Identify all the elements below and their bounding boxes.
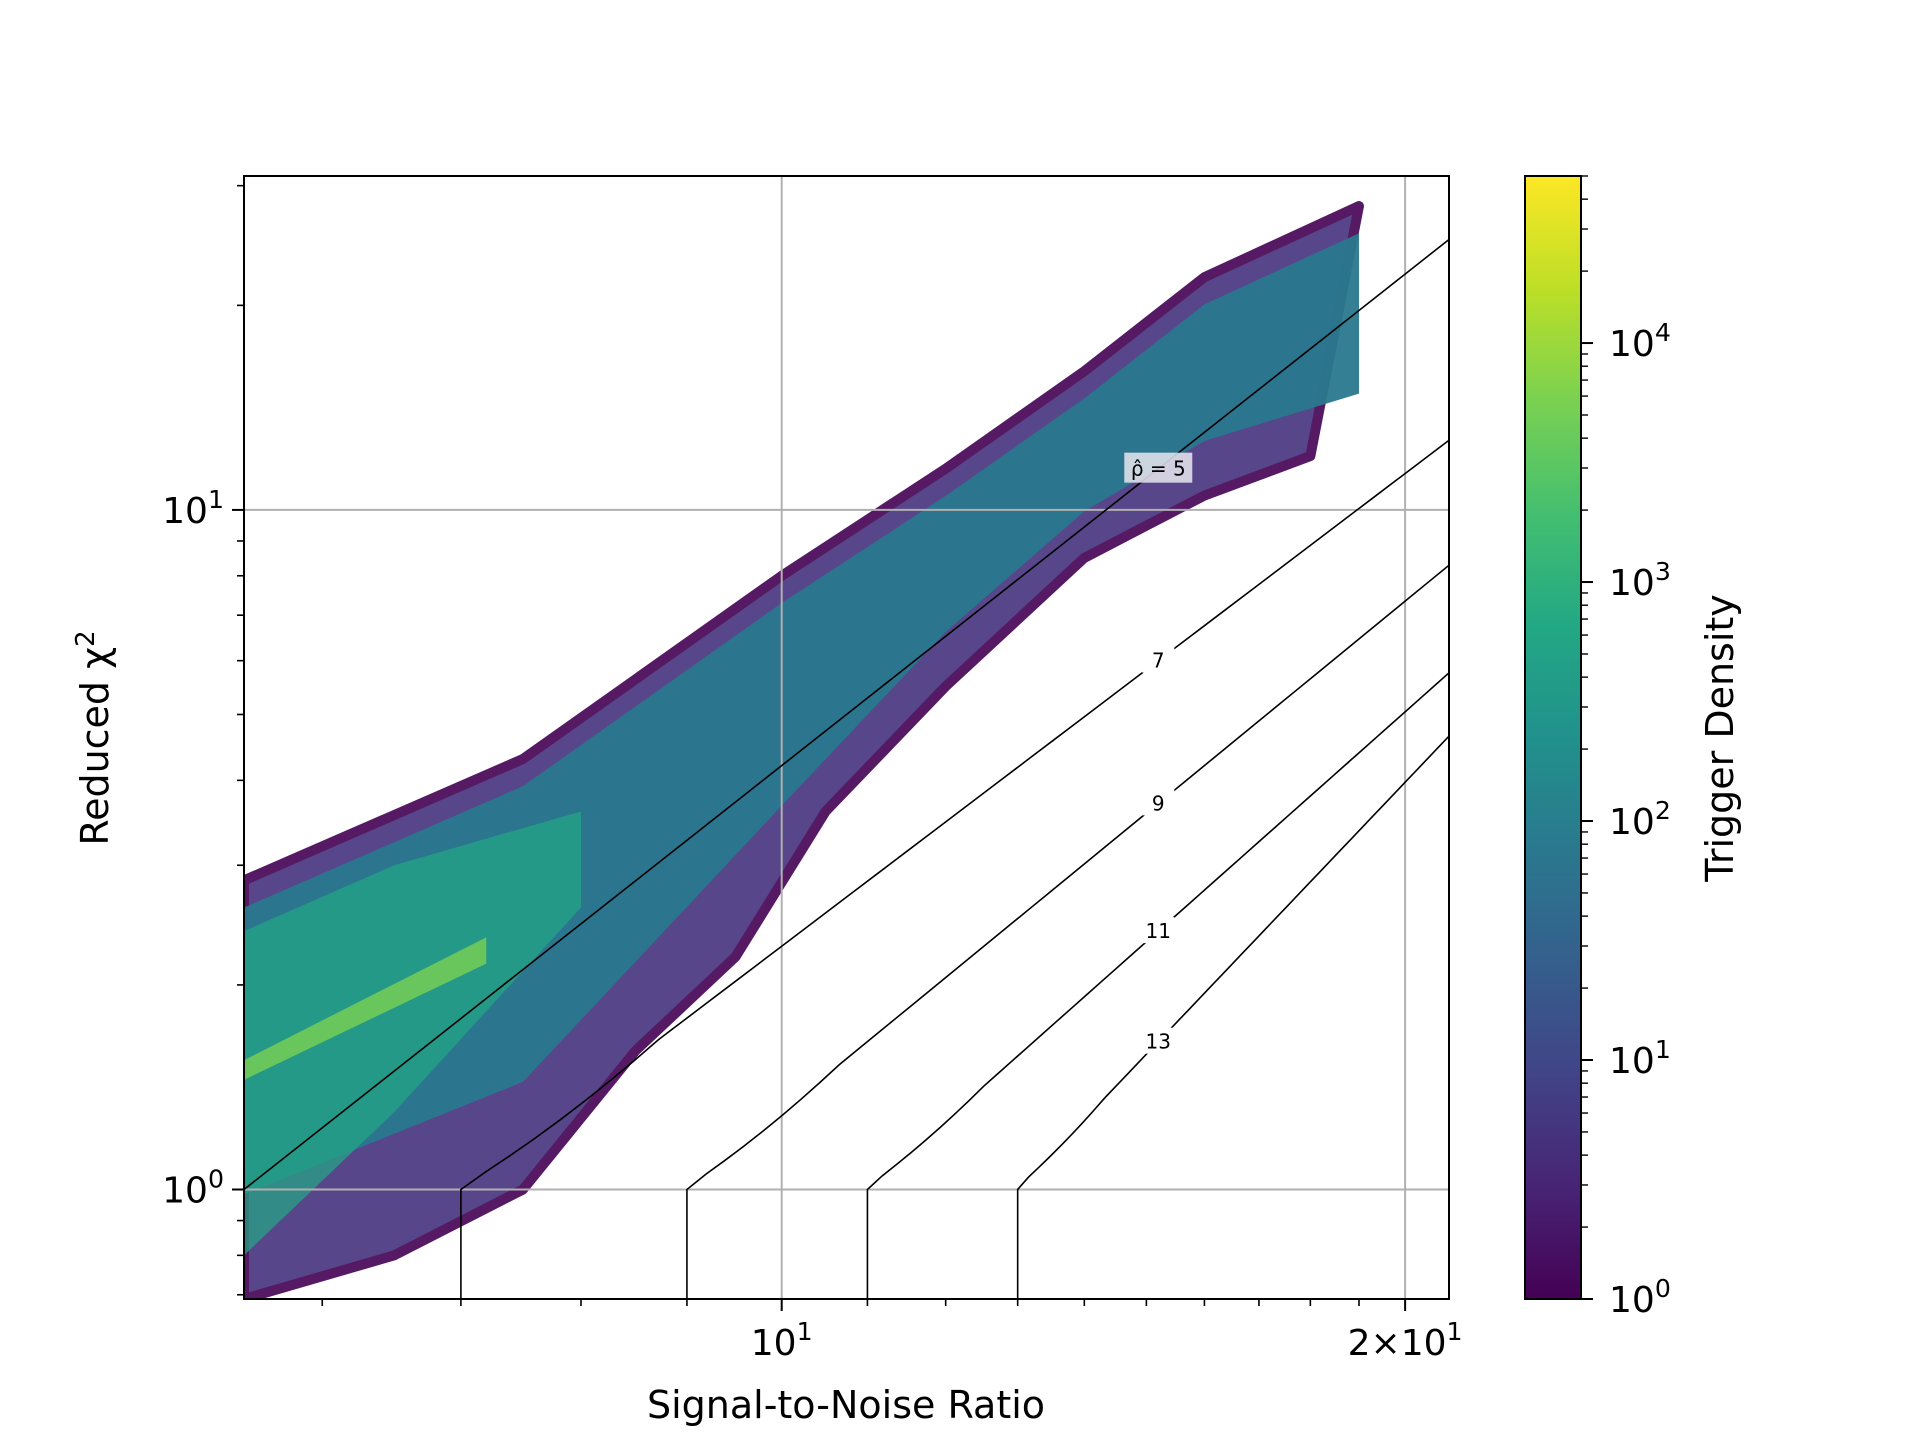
density-peak: [244, 1045, 354, 1299]
contour-lines: [244, 238, 1449, 1299]
contour-label-mask: [1142, 1027, 1175, 1054]
contour-line: [1016, 735, 1449, 1299]
colorbar-tick-label: 102: [1609, 796, 1671, 843]
contour-label-mask: [1142, 789, 1175, 816]
y-tick-label: 101: [162, 485, 224, 532]
x-axis-label: Signal-to-Noise Ratio: [647, 1383, 1045, 1427]
contour-label: 9: [1152, 791, 1165, 815]
x-tick-label: 101: [751, 1317, 813, 1364]
x-tick-label: 2×101: [1348, 1317, 1463, 1364]
contour-label: ρ̂ = 5: [1131, 457, 1186, 481]
contour-label-box: [1124, 452, 1193, 483]
contour-line: [460, 439, 1449, 1299]
colorbar-gradient: [1524, 175, 1582, 1300]
contour-label: 7: [1152, 649, 1165, 673]
colorbar-ticks: 100 101 102 103 104: [1581, 175, 1671, 1321]
contour-line: [244, 238, 1449, 1191]
colorbar-tick-label: 101: [1609, 1035, 1671, 1082]
colorbar-tick-label: 100: [1609, 1274, 1671, 1321]
contour-line: [686, 564, 1449, 1299]
y-axis-label: Reduced χ2: [71, 630, 117, 845]
contour-label: 11: [1146, 919, 1171, 943]
colorbar-label: Trigger Density: [1698, 594, 1742, 883]
contour-label: 13: [1146, 1030, 1171, 1054]
contour-label-mask: [1142, 917, 1175, 944]
contour-labels: ρ̂ = 5 7 9 11 13: [1124, 452, 1193, 1054]
grid-lines: [244, 176, 1449, 1299]
plot-frame: [243, 175, 1450, 1300]
contour-label-mask: [1142, 646, 1175, 673]
density-hexbin-region: [244, 201, 1364, 1299]
x-axis: 101 2×101: [321, 1299, 1463, 1364]
density-streak: [244, 937, 487, 1080]
y-axis: 100 101: [162, 184, 244, 1296]
y-tick-label: 100: [162, 1164, 224, 1211]
colorbar: 100 101 102 103 104 Trigger Density: [1524, 175, 1742, 1321]
colorbar-tick-label: 103: [1609, 557, 1671, 604]
contour-line: [866, 672, 1449, 1299]
colorbar-tick-label: 104: [1609, 318, 1671, 365]
